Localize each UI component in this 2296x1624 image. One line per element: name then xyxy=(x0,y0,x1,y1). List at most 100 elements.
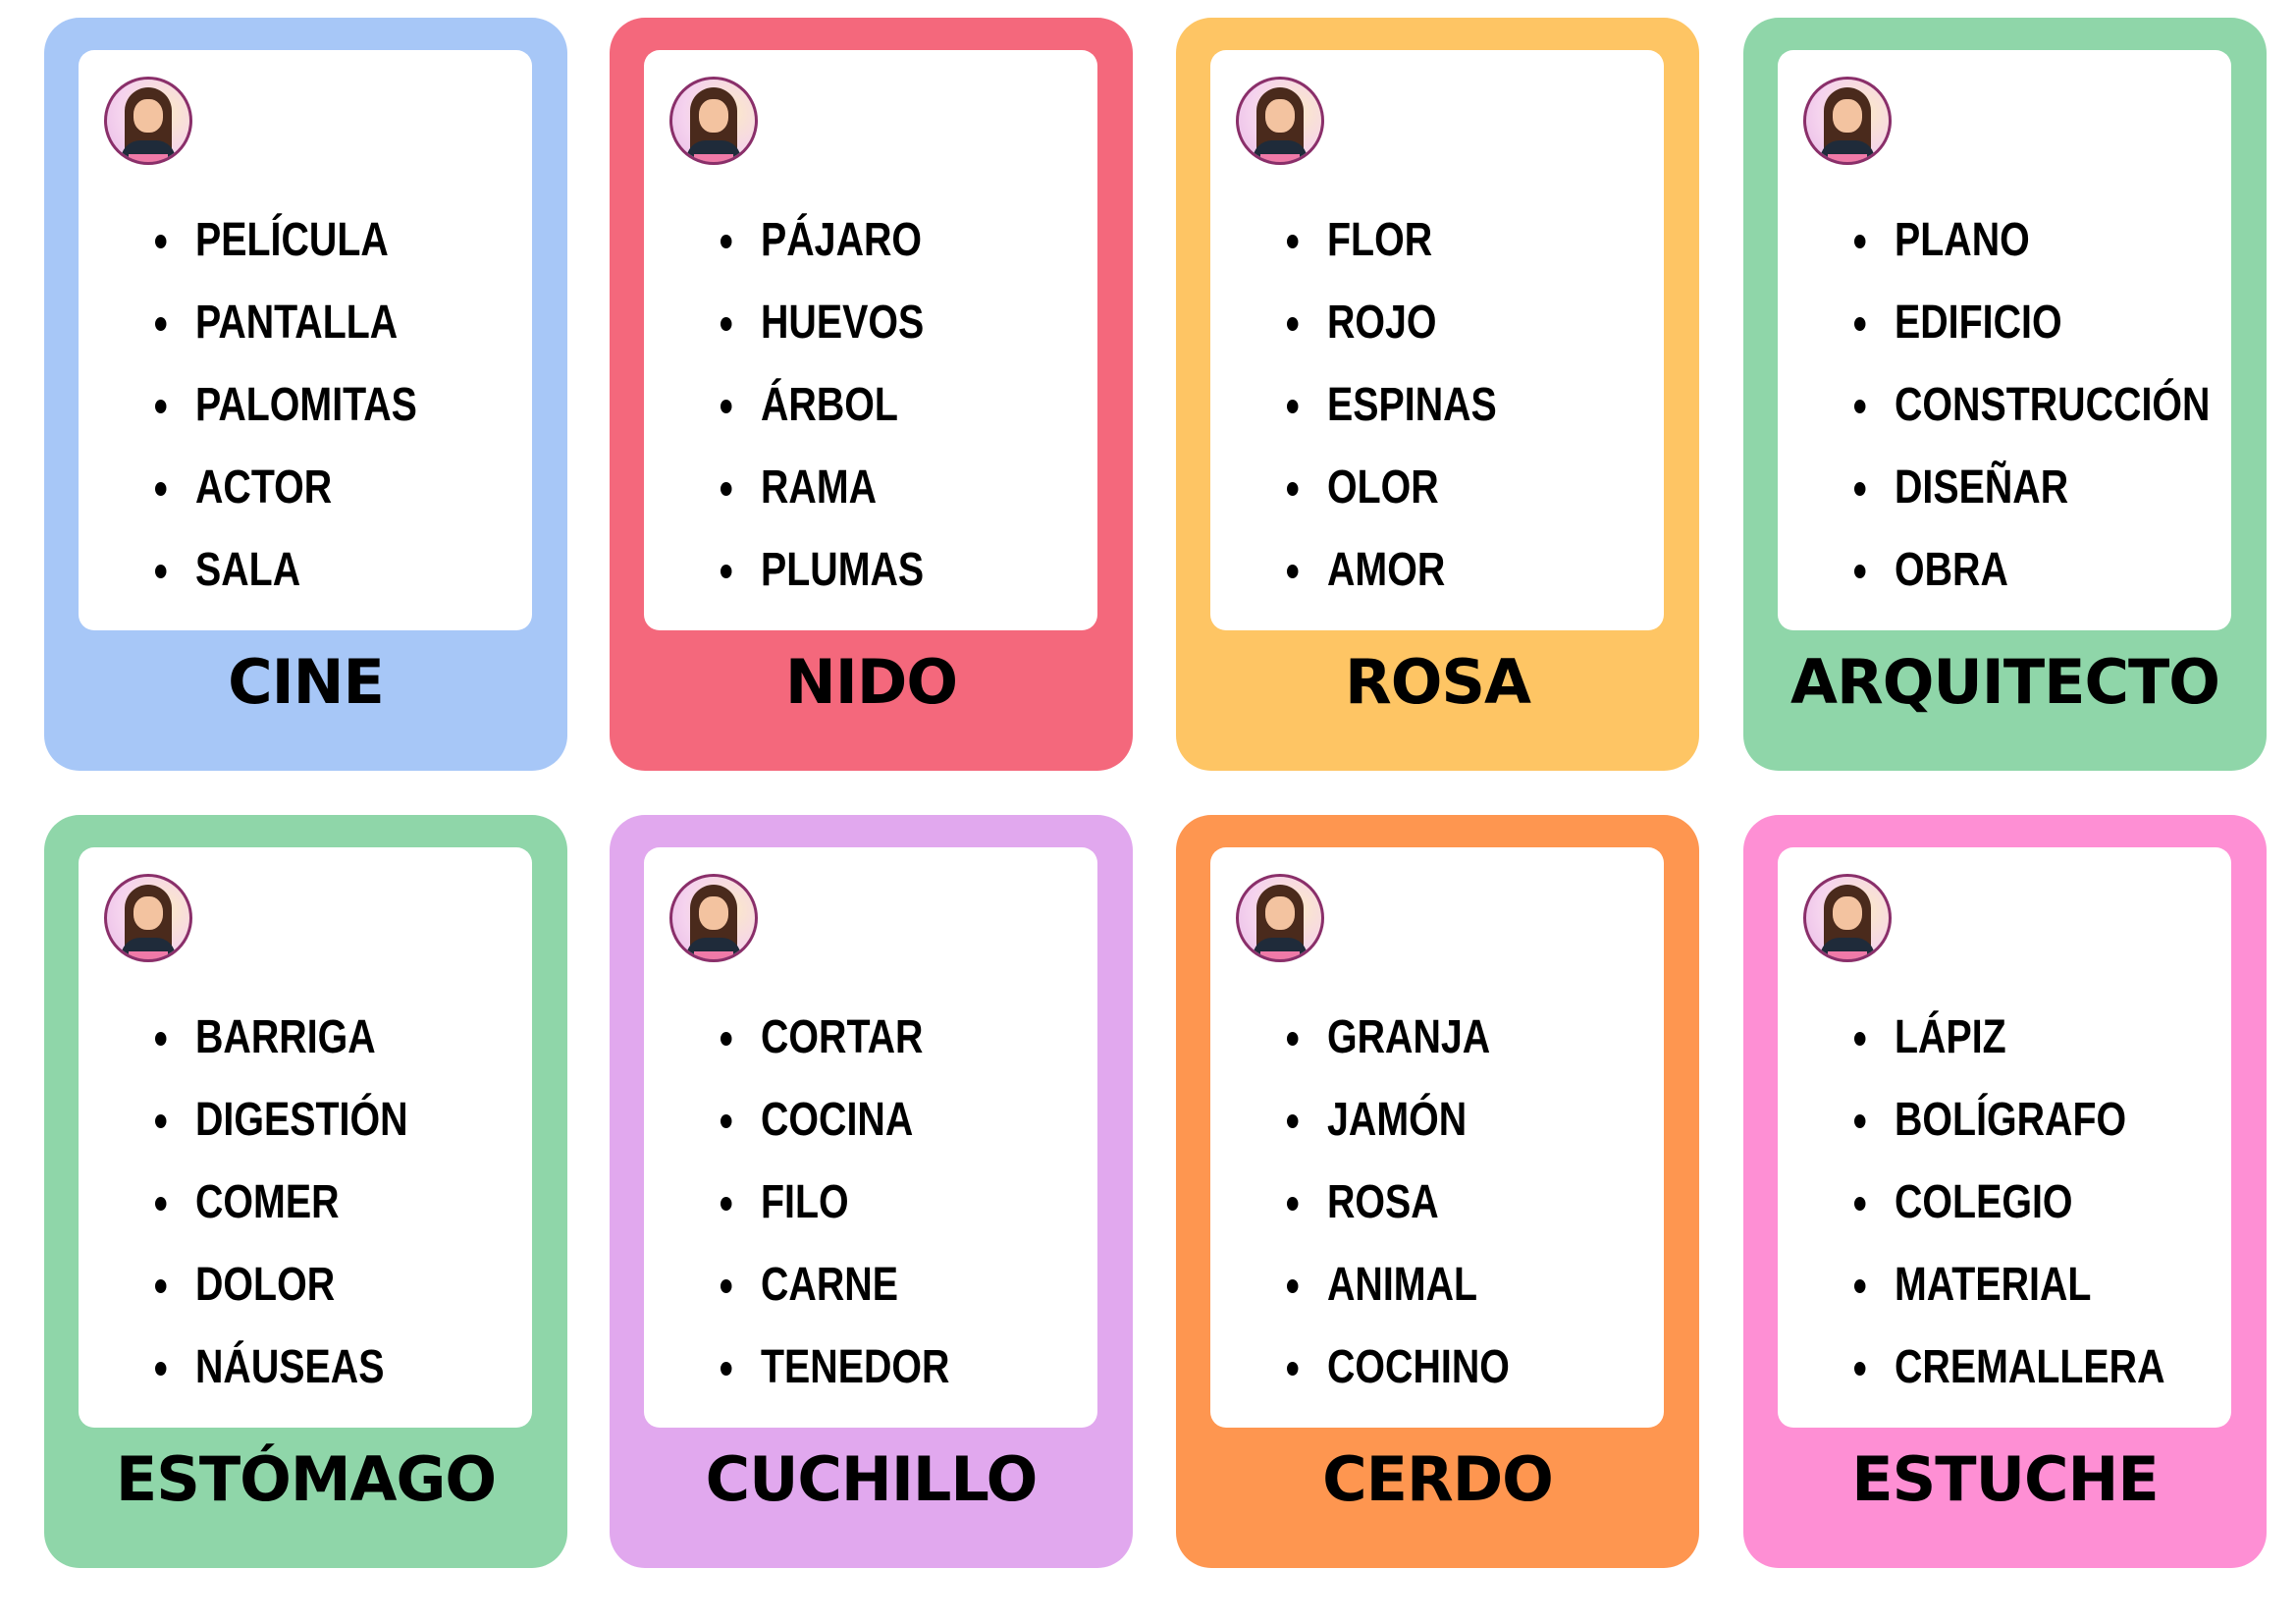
word: EDIFICIO xyxy=(1895,297,2062,349)
card-title: ESTÓMAGO xyxy=(115,1443,497,1515)
word: PÁJARO xyxy=(761,214,923,266)
bullet-icon xyxy=(721,1279,732,1293)
list-item: HUEVOS xyxy=(721,282,924,364)
word-card: FLOR ROJO ESPINAS OLOR AMOR ROSA xyxy=(1176,18,1699,771)
bullet-icon xyxy=(155,317,167,331)
card-panel: GRANJA JAMÓN ROSA ANIMAL COCHINO xyxy=(1210,847,1664,1428)
bullet-icon xyxy=(1854,1362,1866,1376)
word: CORTAR xyxy=(761,1011,924,1063)
list-item: MATERIAL xyxy=(1854,1244,2165,1326)
list-item: PLANO xyxy=(1854,199,2210,282)
word: PELÍCULA xyxy=(195,214,389,266)
card-panel: BARRIGA DIGESTIÓN COMER DOLOR NÁUSEAS xyxy=(79,847,532,1428)
list-item: COLEGIO xyxy=(1854,1162,2165,1244)
word-list: GRANJA JAMÓN ROSA ANIMAL COCHINO xyxy=(1287,997,1559,1409)
word: FILO xyxy=(761,1176,849,1228)
list-item: ROSA xyxy=(1287,1162,1510,1244)
avatar-icon xyxy=(669,77,758,165)
bullet-icon xyxy=(1854,482,1866,496)
word: CARNE xyxy=(761,1259,898,1311)
word: PALOMITAS xyxy=(195,379,417,431)
bullet-icon xyxy=(1854,1114,1866,1128)
bullet-icon xyxy=(1287,482,1299,496)
word: JAMÓN xyxy=(1327,1094,1468,1146)
bullet-icon xyxy=(155,482,167,496)
bullet-icon xyxy=(721,482,732,496)
word: HUEVOS xyxy=(761,297,925,349)
list-item: TENEDOR xyxy=(721,1326,949,1409)
bullet-icon xyxy=(1287,1279,1299,1293)
word: OLOR xyxy=(1327,461,1439,514)
list-item: GRANJA xyxy=(1287,997,1510,1079)
word-list: LÁPIZ BOLÍGRAFO COLEGIO MATERIAL CREMALLERA xyxy=(1854,997,2233,1409)
card-panel: CORTAR COCINA FILO CARNE TENEDOR xyxy=(644,847,1097,1428)
word: NÁUSEAS xyxy=(195,1341,385,1393)
bullet-icon xyxy=(1854,1197,1866,1211)
avatar-icon xyxy=(104,874,192,962)
word-list: PLANO EDIFICIO CONSTRUCCIÓN DISEÑAR OBRA xyxy=(1854,199,2288,612)
word: BARRIGA xyxy=(195,1011,376,1063)
avatar-icon xyxy=(1236,77,1324,165)
list-item: LÁPIZ xyxy=(1854,997,2165,1079)
bullet-icon xyxy=(1287,235,1299,248)
card-title: CINE xyxy=(228,646,385,718)
card-title: CERDO xyxy=(1322,1443,1554,1515)
word: COCHINO xyxy=(1327,1341,1510,1393)
word: PANTALLA xyxy=(195,297,399,349)
bullet-icon xyxy=(721,400,732,413)
list-item: OLOR xyxy=(1287,447,1497,529)
word: AMOR xyxy=(1327,544,1446,596)
list-item: FILO xyxy=(721,1162,949,1244)
word: ACTOR xyxy=(195,461,333,514)
card-title: NIDO xyxy=(784,646,958,718)
list-item: CREMALLERA xyxy=(1854,1326,2165,1409)
list-item: CARNE xyxy=(721,1244,949,1326)
list-item: OBRA xyxy=(1854,529,2210,612)
bullet-icon xyxy=(721,1197,732,1211)
list-item: EDIFICIO xyxy=(1854,282,2210,364)
word: COMER xyxy=(195,1176,340,1228)
word-card: PELÍCULA PANTALLA PALOMITAS ACTOR SALA CINE xyxy=(44,18,567,771)
word: DISEÑAR xyxy=(1895,461,2069,514)
card-panel: PLANO EDIFICIO CONSTRUCCIÓN DISEÑAR OBRA xyxy=(1778,50,2231,630)
avatar-icon xyxy=(1236,874,1324,962)
bullet-icon xyxy=(1287,400,1299,413)
list-item: DIGESTIÓN xyxy=(155,1079,408,1162)
list-item: DOLOR xyxy=(155,1244,408,1326)
card-title: ARQUITECTO xyxy=(1790,646,2220,718)
bullet-icon xyxy=(155,1114,167,1128)
bullet-icon xyxy=(1287,1197,1299,1211)
card-panel: FLOR ROJO ESPINAS OLOR AMOR xyxy=(1210,50,1664,630)
list-item: BARRIGA xyxy=(155,997,408,1079)
word: PLUMAS xyxy=(761,544,925,596)
bullet-icon xyxy=(155,1279,167,1293)
bullet-icon xyxy=(1854,400,1866,413)
bullet-icon xyxy=(1287,565,1299,578)
word: DIGESTIÓN xyxy=(195,1094,408,1146)
bullet-icon xyxy=(1287,1032,1299,1046)
word-list: PÁJARO HUEVOS ÁRBOL RAMA PLUMAS xyxy=(721,199,969,612)
bullet-icon xyxy=(1854,317,1866,331)
word: DOLOR xyxy=(195,1259,336,1311)
bullet-icon xyxy=(1854,235,1866,248)
list-item: PALOMITAS xyxy=(155,364,417,447)
word-card: PÁJARO HUEVOS ÁRBOL RAMA PLUMAS NIDO xyxy=(610,18,1133,771)
list-item: CONSTRUCCIÓN xyxy=(1854,364,2210,447)
bullet-icon xyxy=(155,235,167,248)
word: ROSA xyxy=(1327,1176,1439,1228)
word: COCINA xyxy=(761,1094,914,1146)
bullet-icon xyxy=(1287,1362,1299,1376)
card-title: ESTUCHE xyxy=(1851,1443,2159,1515)
word-card: CORTAR COCINA FILO CARNE TENEDOR CUCHILLO xyxy=(610,815,1133,1568)
word: RAMA xyxy=(761,461,878,514)
bullet-icon xyxy=(721,565,732,578)
avatar-icon xyxy=(1803,77,1892,165)
word: FLOR xyxy=(1327,214,1433,266)
word: ROJO xyxy=(1327,297,1437,349)
list-item: COMER xyxy=(155,1162,408,1244)
word-list: BARRIGA DIGESTIÓN COMER DOLOR NÁUSEAS xyxy=(155,997,463,1409)
word: ESPINAS xyxy=(1327,379,1497,431)
word: ÁRBOL xyxy=(761,379,898,431)
avatar-icon xyxy=(669,874,758,962)
word-card: GRANJA JAMÓN ROSA ANIMAL COCHINO CERDO xyxy=(1176,815,1699,1568)
